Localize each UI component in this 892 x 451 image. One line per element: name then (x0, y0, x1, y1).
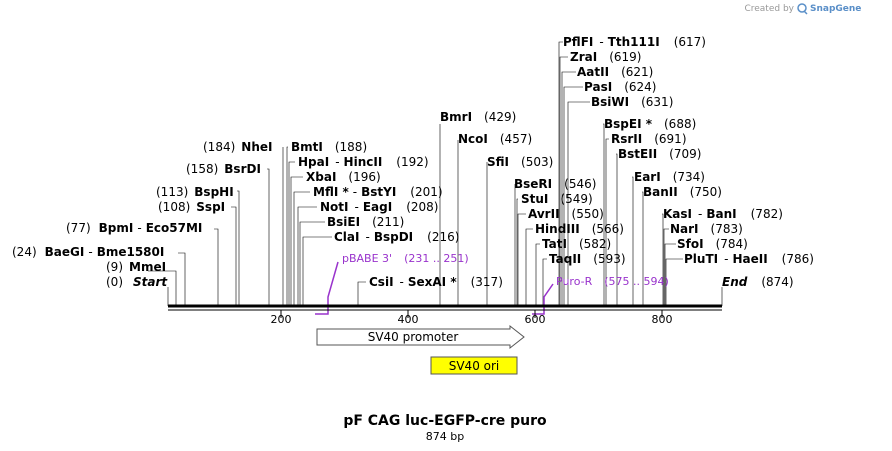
site-bsrdi[interactable]: (158) BsrDI (186, 162, 261, 176)
site-pluti[interactable]: PluTI - HaeII (786) (684, 252, 814, 266)
site-pasi[interactable]: PasI (624) (584, 80, 656, 94)
site-connector-lines (148, 41, 723, 306)
site-start[interactable]: (0) Start (106, 275, 168, 289)
site-nari[interactable]: NarI (783) (670, 222, 743, 236)
ruler-tick-label: 200 (271, 313, 292, 326)
ruler-tick-label: 400 (398, 313, 419, 326)
site-bpmi[interactable]: (77) BpmI - Eco57MI (66, 221, 202, 235)
site-stui[interactable]: StuI (549) (521, 192, 593, 206)
site-hpai[interactable]: HpaI - HincII (192) (298, 155, 429, 169)
site-end[interactable]: End (874) (722, 275, 794, 289)
site-hindiii[interactable]: HindIII (566) (535, 222, 624, 236)
site-xbai[interactable]: XbaI (196) (306, 170, 381, 184)
site-pflfi[interactable]: PflFI - Tth111I (617) (563, 35, 706, 49)
feature-sv40-promoter[interactable]: SV40 promoter (316, 324, 525, 350)
ruler-tick-label: 600 (525, 313, 546, 326)
site-csii[interactable]: CsiI - SexAI * (317) (369, 275, 503, 289)
site-ncoi[interactable]: NcoI (457) (458, 132, 532, 146)
site-nhei[interactable]: (184) NheI (203, 140, 272, 154)
feature-sv40-promoter-label: SV40 promoter (368, 330, 459, 344)
site-bseri[interactable]: BseRI (546) (514, 177, 596, 191)
credit-text: Created by (744, 4, 794, 14)
primer-pbabe-label[interactable]: pBABE 3' (231 .. 251) (342, 252, 469, 265)
site-bsphi[interactable]: (113) BspHI (156, 185, 234, 199)
site-baegi[interactable]: (24) BaeGI - Bme1580I (12, 245, 164, 259)
site-bmri[interactable]: BmrI (429) (440, 110, 516, 124)
snapgene-logo-icon (797, 3, 808, 15)
snapgene-brand: SnapGene (810, 4, 861, 14)
site-banii[interactable]: BanII (750) (643, 185, 722, 199)
site-sfoi[interactable]: SfoI (784) (677, 237, 748, 251)
site-sspi[interactable]: (108) SspI (158, 200, 225, 214)
site-eari[interactable]: EarI (734) (634, 170, 705, 184)
site-bsiwi[interactable]: BsiWI (631) (591, 95, 673, 109)
site-tati[interactable]: TatI (582) (542, 237, 611, 251)
feature-sv40-ori[interactable]: SV40 ori (430, 356, 518, 375)
sequence-backbone (168, 304, 722, 318)
site-avrii[interactable]: AvrII (550) (528, 207, 604, 221)
plasmid-length: 874 bp (426, 430, 464, 443)
site-rsrii[interactable]: RsrII (691) (611, 132, 687, 146)
site-bspei[interactable]: BspEI * (688) (604, 117, 696, 131)
site-bsteii[interactable]: BstEII (709) (618, 147, 701, 161)
site-kasi[interactable]: KasI - BanI (782) (663, 207, 783, 221)
primer-puror-label[interactable]: Puro-R (575 .. 594) (556, 275, 669, 288)
plasmid-title: pF CAG luc-EGFP-cre puro (343, 413, 547, 429)
site-aatii[interactable]: AatII (621) (577, 65, 653, 79)
site-zrai[interactable]: ZraI (619) (570, 50, 641, 64)
site-sfii[interactable]: SfiI (503) (487, 155, 553, 169)
site-bsiei[interactable]: BsiEI (211) (327, 215, 404, 229)
site-mmei[interactable]: (9) MmeI (106, 260, 166, 274)
feature-sv40-ori-label: SV40 ori (449, 359, 500, 373)
site-bmti[interactable]: BmtI (188) (291, 140, 367, 154)
site-clai[interactable]: ClaI - BspDI (216) (334, 230, 459, 244)
site-noti[interactable]: NotI - EagI (208) (320, 200, 438, 214)
site-mfli[interactable]: MflI * - BstYI (201) (313, 185, 443, 199)
site-taqii[interactable]: TaqII (593) (549, 252, 626, 266)
ruler-tick-label: 800 (652, 313, 673, 326)
